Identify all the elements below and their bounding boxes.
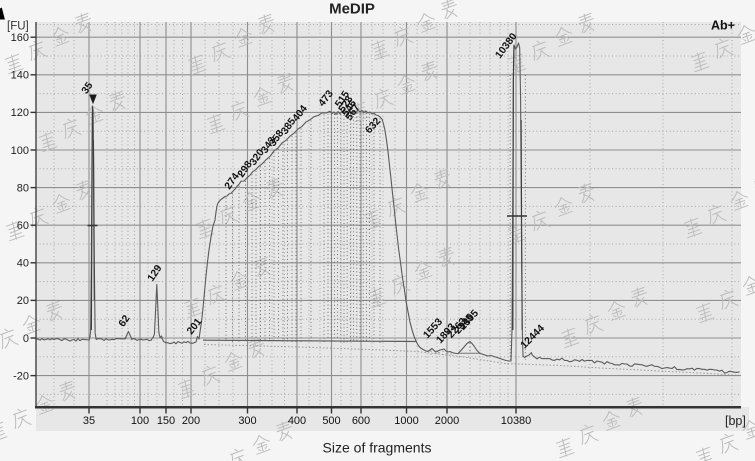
svg-text:400: 400 — [288, 415, 306, 427]
svg-text:10380: 10380 — [501, 415, 532, 427]
svg-text:40: 40 — [17, 258, 29, 270]
svg-text:100: 100 — [131, 415, 149, 427]
svg-text:[bp]: [bp] — [725, 414, 746, 428]
svg-text:2000: 2000 — [435, 415, 459, 427]
svg-text:Size of fragments: Size of fragments — [323, 440, 432, 456]
svg-text:200: 200 — [182, 415, 200, 427]
svg-text:-20: -20 — [13, 370, 29, 382]
svg-text:80: 80 — [17, 182, 29, 194]
svg-text:120: 120 — [11, 107, 29, 119]
svg-text:MeDIP: MeDIP — [329, 1, 375, 18]
svg-text:500: 500 — [322, 415, 340, 427]
svg-text:100: 100 — [11, 145, 29, 157]
svg-text:[FU]: [FU] — [7, 21, 29, 33]
svg-text:140: 140 — [11, 70, 29, 82]
svg-text:20: 20 — [17, 295, 29, 307]
svg-text:150: 150 — [157, 415, 175, 427]
svg-text:600: 600 — [352, 415, 370, 427]
svg-text:35: 35 — [83, 415, 95, 427]
svg-text:1000: 1000 — [394, 415, 418, 427]
svg-text:160: 160 — [11, 32, 29, 44]
svg-text:0: 0 — [23, 333, 29, 345]
svg-text:Ab+: Ab+ — [711, 19, 735, 33]
svg-text:300: 300 — [238, 415, 256, 427]
svg-text:60: 60 — [17, 220, 29, 232]
